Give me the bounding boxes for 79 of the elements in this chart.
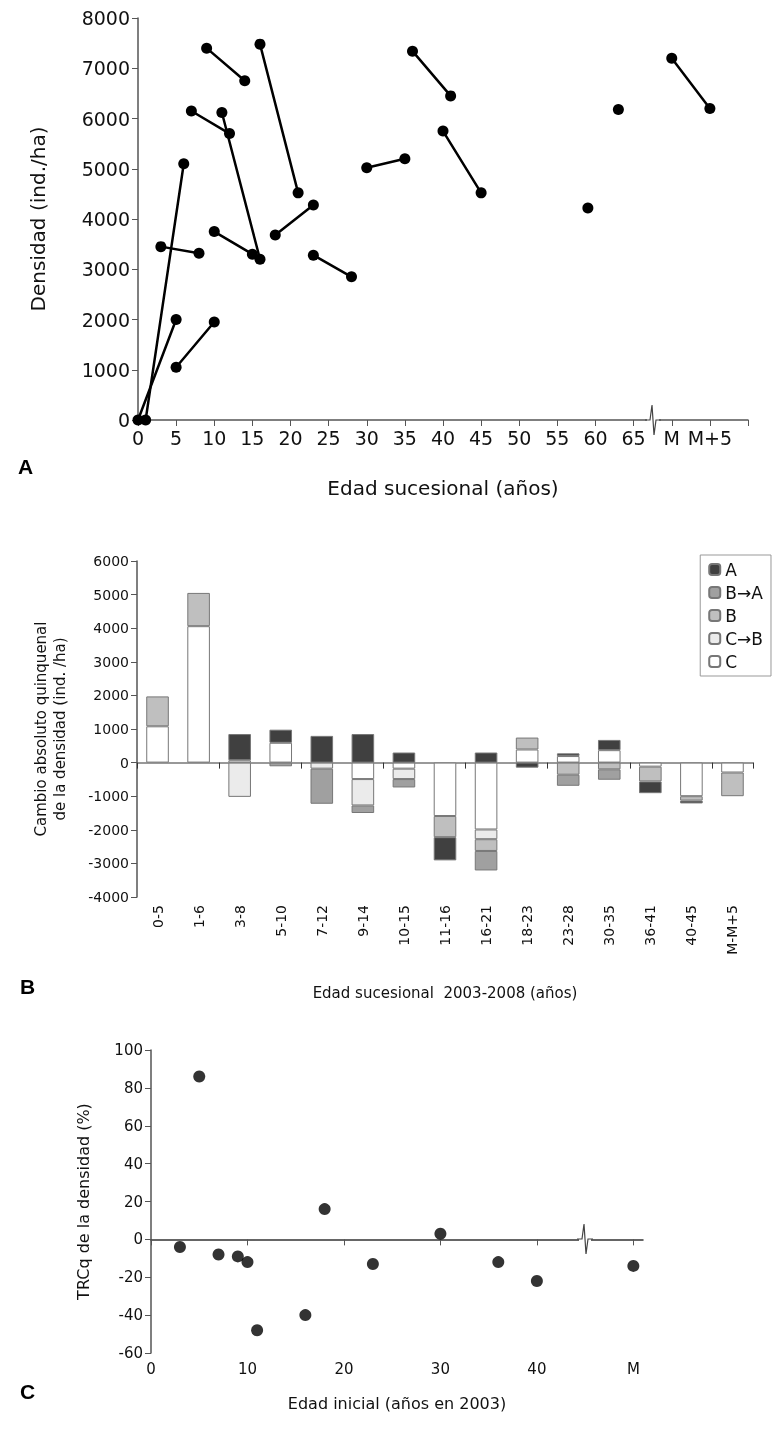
x-tick-label: M bbox=[663, 426, 680, 449]
x-tick-label: 50 bbox=[507, 426, 532, 449]
legend-label: A bbox=[725, 559, 738, 580]
x-tick-label: 16-21 bbox=[478, 905, 495, 946]
x-tick-label: 0 bbox=[146, 1359, 156, 1378]
y-axis-title: Cambio absoluto quinquenal de la densidad (ind. /ha) bbox=[31, 621, 69, 837]
x-tick-label: 10-15 bbox=[395, 905, 412, 946]
x-tick-label: 65 bbox=[621, 426, 646, 449]
y-tick-label: 0 bbox=[120, 754, 129, 771]
y-tick-label: 80 bbox=[123, 1078, 143, 1097]
y-tick-label: -3000 bbox=[88, 855, 129, 872]
x-tick-label: M bbox=[626, 1359, 640, 1378]
y-tick-label: 5000 bbox=[93, 586, 129, 603]
y-tick-label: 2000 bbox=[81, 308, 130, 331]
x-tick-label: 5-10 bbox=[272, 905, 289, 937]
text: B bbox=[20, 975, 36, 999]
x-tick-label: 3-8 bbox=[231, 905, 248, 928]
legend-label: C→B bbox=[725, 628, 763, 649]
x-tick-label: 45 bbox=[469, 426, 494, 449]
y-tick-label: 4000 bbox=[93, 620, 129, 637]
x-tick-label: 30 bbox=[430, 1359, 450, 1378]
y-tick-label: 7000 bbox=[81, 57, 130, 80]
x-axis-title: Edad sucesional (años) bbox=[327, 476, 559, 500]
y-tick-label: -40 bbox=[118, 1306, 143, 1325]
y-tick-label: 2000 bbox=[93, 687, 129, 704]
text: A bbox=[18, 455, 34, 479]
y-tick-label: -4000 bbox=[88, 889, 129, 905]
x-tick-label: 11-16 bbox=[437, 904, 453, 946]
x-tick-label: 23-28 bbox=[560, 905, 577, 946]
y-tick-label: 6000 bbox=[93, 553, 129, 569]
y-tick-label: 20 bbox=[123, 1192, 143, 1211]
x-axis-title: Edad sucesional 2003-2008 (años) bbox=[312, 983, 578, 1002]
y-tick-label: 0 bbox=[133, 1230, 143, 1249]
y-tick-label: 40 bbox=[123, 1154, 143, 1173]
y-tick-label: 6000 bbox=[81, 107, 130, 130]
x-tick-label: M+5 bbox=[687, 426, 733, 449]
y-tick-label: 5000 bbox=[81, 157, 130, 180]
y-tick-label: 1000 bbox=[81, 358, 130, 381]
x-tick-label: 35 bbox=[392, 426, 417, 449]
x-tick-label: 60 bbox=[583, 426, 608, 449]
x-tick-label: 30-35 bbox=[601, 905, 618, 946]
x-tick-label: 30 bbox=[354, 426, 379, 449]
x-axis-title: Edad inicial (años en 2003) bbox=[287, 1393, 507, 1413]
text: C bbox=[20, 1380, 36, 1404]
x-tick-label: 40 bbox=[527, 1359, 547, 1378]
x-tick-label: 20 bbox=[334, 1359, 354, 1378]
y-tick-label: -60 bbox=[118, 1344, 143, 1362]
y-tick-label: -1000 bbox=[88, 788, 129, 805]
x-tick-label: 15 bbox=[240, 426, 265, 449]
y-tick-label: 3000 bbox=[93, 653, 129, 670]
x-tick-label: M-M+5 bbox=[724, 905, 741, 955]
x-tick-label: 9-14 bbox=[354, 904, 371, 937]
y-axis-title: Densidad (ind./ha) bbox=[26, 126, 50, 312]
x-tick-label: 18-23 bbox=[519, 905, 536, 946]
y-tick-label: 3000 bbox=[81, 258, 130, 281]
y-axis-title: TRCq de la densidad (%) bbox=[73, 1103, 93, 1301]
x-tick-label: 1-6 bbox=[190, 904, 207, 928]
x-tick-label: 36-41 bbox=[642, 905, 659, 946]
y-tick-label: -2000 bbox=[88, 821, 129, 838]
y-tick-label: 60 bbox=[123, 1116, 143, 1135]
x-tick-label: 0-5 bbox=[149, 905, 166, 928]
x-tick-label: 20 bbox=[278, 426, 303, 449]
x-tick-label: 7-12 bbox=[313, 905, 330, 937]
y-tick-label: 0 bbox=[117, 409, 130, 431]
y-tick-label: 100 bbox=[114, 1041, 143, 1059]
x-tick-label: 10 bbox=[237, 1359, 258, 1378]
x-tick-label: 40 bbox=[430, 426, 456, 449]
x-tick-label: 40-45 bbox=[683, 905, 700, 946]
legend-label: B bbox=[725, 605, 737, 626]
y-tick-label: 4000 bbox=[81, 208, 130, 230]
x-tick-label: 10 bbox=[202, 426, 227, 449]
y-tick-label: 1000 bbox=[93, 721, 129, 737]
y-tick-label: 8000 bbox=[81, 7, 130, 29]
y-tick-label: -20 bbox=[118, 1268, 143, 1287]
legend-label: C bbox=[725, 651, 738, 672]
x-tick-label: 55 bbox=[545, 426, 570, 449]
x-tick-label: 25 bbox=[316, 426, 341, 449]
legend-label: B→A bbox=[725, 582, 764, 603]
x-tick-label: 5 bbox=[170, 426, 183, 449]
